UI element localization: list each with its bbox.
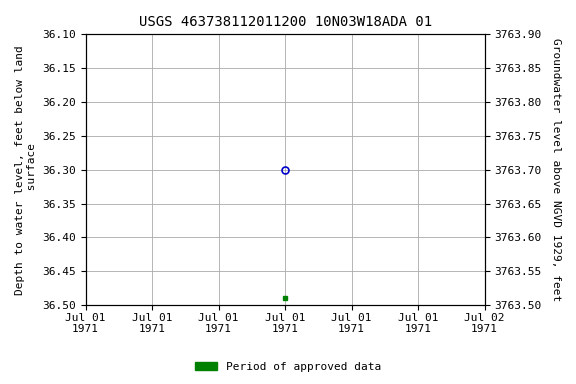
Title: USGS 463738112011200 10N03W18ADA 01: USGS 463738112011200 10N03W18ADA 01 — [139, 15, 431, 29]
Y-axis label: Groundwater level above NGVD 1929, feet: Groundwater level above NGVD 1929, feet — [551, 38, 561, 301]
Y-axis label: Depth to water level, feet below land
 surface: Depth to water level, feet below land su… — [15, 45, 37, 295]
Legend: Period of approved data: Period of approved data — [191, 358, 385, 377]
